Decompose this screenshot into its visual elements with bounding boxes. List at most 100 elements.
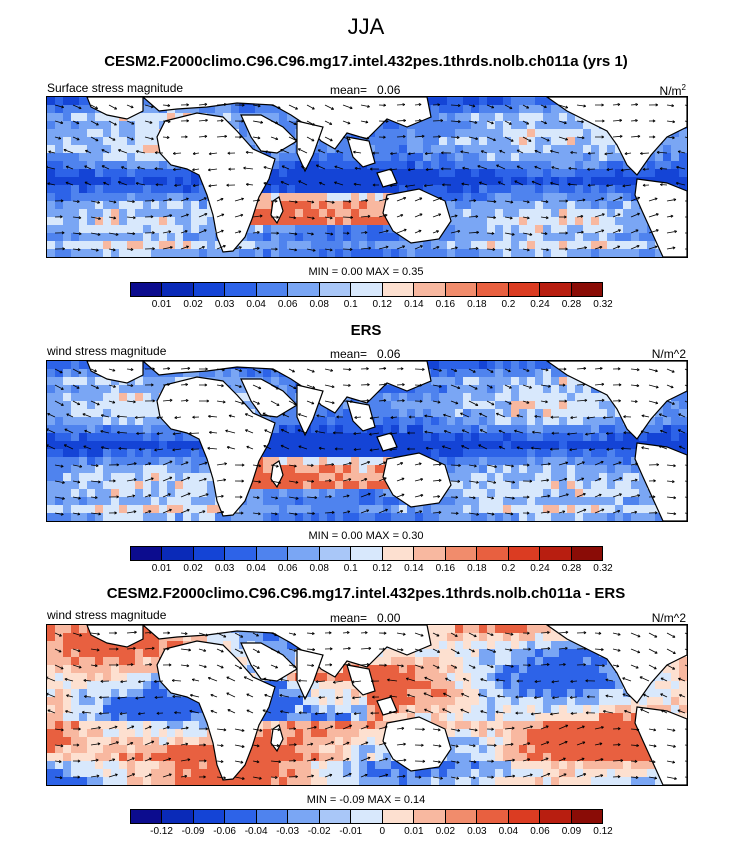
colorbar-swatch xyxy=(288,810,320,823)
colorbar-tick-label: 0.12 xyxy=(372,563,392,574)
colorbar-swatch xyxy=(288,283,320,296)
colorbar-tick-label: -0.03 xyxy=(276,826,300,837)
colorbar-tick-label: 0.06 xyxy=(277,299,298,310)
colorbar-swatch xyxy=(162,547,194,560)
colorbar-tick-label: 0.2 xyxy=(501,299,516,310)
colorbar-tick-label: 0.32 xyxy=(593,563,613,574)
colorbar-tick-label: 0.1 xyxy=(343,299,358,310)
panel1-mean: mean= 0.06 xyxy=(330,83,400,97)
panel1-map xyxy=(46,96,688,258)
colorbar-tick-label: 0.28 xyxy=(561,563,582,574)
colorbar-tick-label: -0.09 xyxy=(181,826,205,837)
colorbar-tick-label: 0.14 xyxy=(404,299,424,310)
colorbar-tick-label: 0.28 xyxy=(561,299,582,310)
colorbar-swatch xyxy=(414,283,446,296)
colorbar-tick-label: 0.04 xyxy=(498,826,519,837)
colorbar-tick-label: 0.16 xyxy=(435,299,456,310)
panel1-title: CESM2.F2000climo.C96.C96.mg17.intel.432p… xyxy=(104,53,628,70)
colorbar-swatch xyxy=(508,810,541,823)
colorbar-swatch xyxy=(477,547,509,560)
colorbar-swatch xyxy=(477,283,509,296)
colorbar-tick-label: -0.02 xyxy=(307,826,331,837)
colorbar-tick-label: -0.06 xyxy=(213,826,236,837)
panel1-stats: MIN = 0.00 MAX = 0.35 xyxy=(308,266,424,278)
colorbar-swatch xyxy=(540,547,572,560)
colorbar-tick-label: 0.32 xyxy=(593,299,613,310)
colorbar-tick-label: 0.03 xyxy=(467,826,487,837)
colorbar-tick-label: 0.12 xyxy=(372,299,392,310)
season-title: JJA xyxy=(347,14,385,39)
colorbar-swatch xyxy=(319,547,352,560)
colorbar-tick-label: 0.01 xyxy=(151,299,172,310)
colorbar-tick-label: 0.02 xyxy=(435,826,456,837)
colorbar-swatch xyxy=(351,810,383,823)
panel2-stats: MIN = 0.00 MAX = 0.30 xyxy=(308,530,424,542)
colorbar-tick-label: 0 xyxy=(379,826,386,837)
colorbar-swatch xyxy=(540,283,572,296)
panel2-mean: mean= 0.06 xyxy=(330,347,400,361)
panel2-units: N/m^2 xyxy=(651,347,686,361)
panel3-map xyxy=(46,624,688,786)
colorbar-swatch xyxy=(162,283,194,296)
panel2-variable-label: wind stress magnitude xyxy=(47,344,167,358)
colorbar-swatch xyxy=(351,547,383,560)
colorbar-tick-label: 0.04 xyxy=(246,299,266,310)
colorbar-tick-label: 0.14 xyxy=(404,563,424,574)
panel2-colorbar xyxy=(130,546,603,561)
colorbar-tick-label: 0.12 xyxy=(593,826,613,837)
colorbar-tick-label: -0.01 xyxy=(339,826,363,837)
colorbar-swatch xyxy=(382,547,415,560)
colorbar-swatch xyxy=(319,810,352,823)
panel2-title: ERS xyxy=(350,322,382,339)
colorbar-tick-label: 0.1 xyxy=(343,563,358,574)
panel1-colorbar xyxy=(130,282,603,297)
panel1-mean-label: mean= xyxy=(330,83,368,97)
colorbar-swatch xyxy=(131,810,163,823)
colorbar-tick-label: 0.06 xyxy=(277,563,298,574)
colorbar-tick-label: 0.06 xyxy=(530,826,550,837)
colorbar-swatch xyxy=(225,547,257,560)
panel2-mean-value: 0.06 xyxy=(377,347,401,361)
panel1-units: N/m2 xyxy=(659,83,686,98)
colorbar-swatch xyxy=(225,283,257,296)
colorbar-swatch xyxy=(571,810,603,823)
colorbar-swatch xyxy=(414,810,446,823)
colorbar-swatch xyxy=(193,283,226,296)
panel1-mean-value: 0.06 xyxy=(377,83,401,97)
colorbar-swatch xyxy=(131,547,163,560)
colorbar-tick-label: 0.18 xyxy=(467,563,487,574)
colorbar-swatch xyxy=(256,283,289,296)
panel3-mean-value: 0.00 xyxy=(377,611,401,625)
colorbar-tick-label: 0.2 xyxy=(501,563,516,574)
colorbar-tick-label: -0.12 xyxy=(150,826,173,837)
colorbar-tick-label: 0.08 xyxy=(309,563,329,574)
colorbar-swatch xyxy=(193,810,226,823)
colorbar-tick-label: 0.01 xyxy=(151,563,172,574)
colorbar-tick-label: 0.03 xyxy=(214,299,235,310)
colorbar-tick-label: 0.03 xyxy=(214,563,235,574)
colorbar-swatch xyxy=(225,810,257,823)
colorbar-tick-label: 0.16 xyxy=(435,563,456,574)
colorbar-tick-label: 0.02 xyxy=(183,299,203,310)
colorbar-swatch xyxy=(382,283,415,296)
colorbar-swatch xyxy=(445,547,478,560)
colorbar-tick-label: 0.01 xyxy=(404,826,424,837)
colorbar-swatch xyxy=(256,547,289,560)
colorbar-swatch xyxy=(319,283,352,296)
colorbar-tick-label: 0.04 xyxy=(246,563,266,574)
colorbar-swatch xyxy=(571,547,603,560)
colorbar-swatch xyxy=(477,810,509,823)
colorbar-swatch xyxy=(382,810,415,823)
panel3-variable-label: wind stress magnitude xyxy=(47,608,167,622)
colorbar-swatch xyxy=(445,283,478,296)
colorbar-swatch xyxy=(351,283,383,296)
panel3-colorbar xyxy=(130,809,603,824)
panel3-mean-label: mean= xyxy=(330,611,368,625)
colorbar-tick-label: -0.04 xyxy=(244,826,268,837)
panel2-map xyxy=(46,360,688,522)
colorbar-swatch xyxy=(571,283,603,296)
panel3-title: CESM2.F2000climo.C96.C96.mg17.intel.432p… xyxy=(106,585,626,602)
panel3-mean: mean= 0.00 xyxy=(330,611,400,625)
colorbar-swatch xyxy=(445,810,478,823)
colorbar-swatch xyxy=(508,283,541,296)
